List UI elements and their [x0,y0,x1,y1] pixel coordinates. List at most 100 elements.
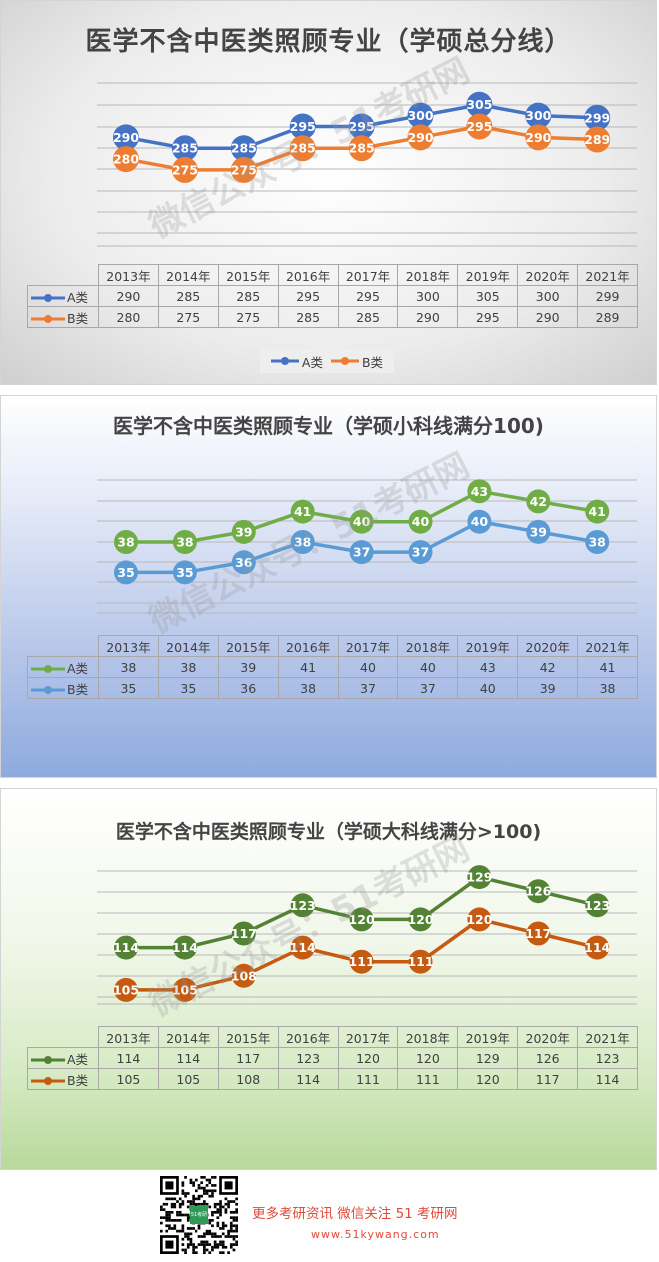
table-row-label: B类 [27,306,99,328]
footer-website-link[interactable]: www.51kywang.com [311,1228,440,1241]
data-label: 305 [466,97,492,112]
data-label: 299 [584,110,610,125]
table-cell: 105 [157,1068,219,1090]
chart-title: 医学不含中医类照顾专业（学硕大科线满分>100) [115,821,542,843]
table-header-row: 2013年 2014年 2015年 2016年 2017年 2018年 2019年 2020年… [27,635,639,657]
data-label: 129 [466,870,492,885]
table-header-year: 2015年 [217,635,279,657]
data-label: 120 [407,912,433,927]
data-point-a [113,124,139,151]
data-point-a [526,879,551,904]
table-corner [27,635,99,657]
chart-panel-small-subject: 医学不含中医类照顾专业（学硕小科线满分100) 38 38 39 41 40 40 43 42… [0,395,657,778]
data-label: 37 [353,545,370,560]
data-point-a [231,921,256,946]
data-point-b [113,146,139,173]
data-label: 40 [353,514,371,529]
data-label: 41 [294,504,311,519]
table-header-year: 2021年 [577,264,639,286]
series-name: A类 [67,1051,89,1067]
legend-label-a: A类 [301,354,323,370]
data-label: 105 [113,982,139,997]
table-cell: 38 [577,677,639,699]
table-cell: 295 [277,285,339,307]
table-cell: 41 [277,656,339,678]
data-label: 295 [349,119,375,134]
table-cell: 289 [577,306,639,328]
series-marker-icon [31,665,65,673]
table-cell: 37 [337,677,399,699]
data-point-b [584,126,611,153]
table-cell: 111 [337,1068,399,1090]
data-label: 275 [231,162,257,177]
data-label: 111 [407,954,433,969]
table-row: B类 280 275 275 285 285 290 295 290 289 [27,306,639,328]
data-label: 40 [471,514,489,529]
data-label: 285 [349,141,375,156]
data-label: 295 [290,119,316,134]
data-point-a [171,135,198,162]
data-point-a [408,907,433,932]
data-label: 43 [471,484,488,499]
table-row: A类 290 285 285 295 295 300 305 300 299 [27,285,639,307]
data-label: 117 [525,926,551,941]
table-row-label: B类 [27,677,99,699]
data-point-b [466,113,493,140]
chart-title: 医学不含中医类照顾专业（学硕总分线） [85,27,572,57]
data-point-b [172,560,197,585]
data-label: 42 [530,494,547,509]
table-cell: 275 [217,306,279,328]
series-marker-icon [31,686,65,694]
legend-item-a: A类 [270,352,323,371]
table-row: A类 38 38 39 41 40 40 43 42 41 [27,656,639,678]
table-cell: 120 [457,1068,519,1090]
series-marker-icon [31,315,65,323]
data-label: 120 [349,912,375,927]
table-header-year: 2020年 [517,1026,579,1048]
data-point-a [230,135,257,162]
table-header-year: 2016年 [277,264,339,286]
table-cell: 105 [98,1068,159,1090]
table-corner [27,264,99,286]
data-point-a [172,530,197,554]
table-cell: 120 [397,1047,459,1069]
data-point-b [290,530,315,554]
data-point-a [526,489,551,514]
table-cell: 40 [457,677,519,699]
table-header-year: 2013年 [98,264,159,286]
data-label: 285 [172,141,198,156]
table-cell: 39 [517,677,579,699]
table-row: B类 105 105 108 114 111 111 120 117 114 [27,1068,639,1090]
data-label: 39 [530,524,547,539]
table-cell: 117 [517,1068,579,1090]
data-label: 105 [172,982,198,997]
data-point-a [466,91,493,118]
data-label: 41 [588,504,605,519]
table-header-year: 2017年 [337,1026,399,1048]
data-label: 38 [294,535,311,550]
data-label: 300 [407,108,433,123]
data-point-b [348,135,375,162]
table-header-year: 2019年 [457,264,519,286]
table-header-year: 2015年 [217,264,279,286]
data-label: 285 [231,141,257,156]
data-point-b [114,560,138,585]
data-label: 120 [466,912,492,927]
data-label: 290 [407,130,433,145]
table-header-year: 2020年 [517,264,579,286]
data-point-b [408,540,433,565]
data-label: 114 [113,940,139,955]
table-header-year: 2016年 [277,1026,339,1048]
data-label: 285 [290,141,316,156]
data-point-b [289,135,316,162]
table-header-year: 2019年 [457,635,519,657]
data-point-a [290,893,315,918]
table-header-year: 2015年 [217,1026,279,1048]
data-point-b [467,907,492,932]
data-point-b [114,977,138,1002]
data-point-a [585,499,610,524]
table-header-year: 2017年 [337,635,399,657]
table-cell: 114 [157,1047,219,1069]
line-chart-large-subject: 114 114 117 123 120 120 129 126 123 105 105 108 114 1… [97,865,637,1005]
table-cell: 40 [337,656,399,678]
